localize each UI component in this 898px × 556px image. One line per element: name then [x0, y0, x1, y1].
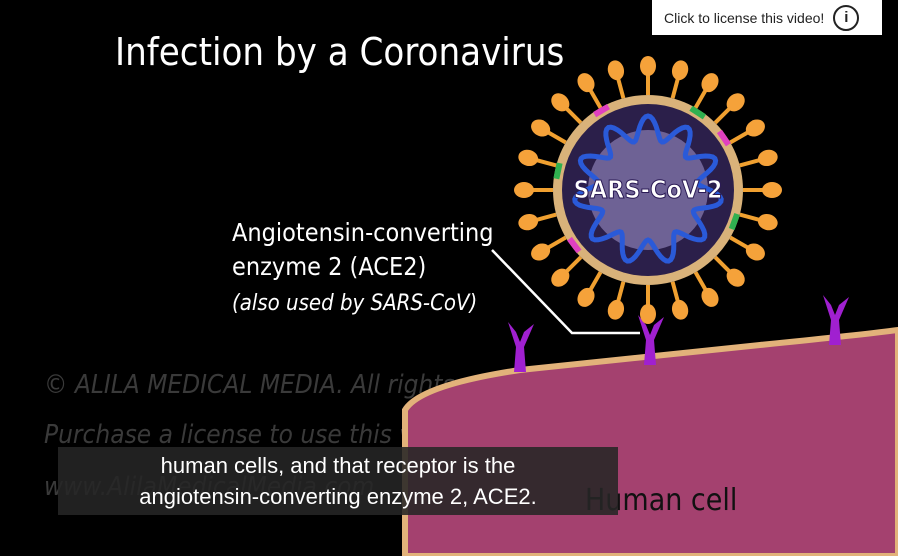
spike-head — [745, 119, 765, 137]
ace2-receptor — [823, 295, 849, 345]
receptors — [508, 295, 849, 372]
spike-head — [531, 119, 551, 137]
spike-head — [701, 73, 719, 93]
ace2-receptor — [508, 322, 534, 372]
spike-head — [577, 287, 595, 307]
caption: human cells, and that receptor is the an… — [58, 447, 618, 515]
spike-head — [757, 213, 778, 231]
spike-head — [607, 299, 625, 320]
license-text: Click to license this video! — [664, 9, 825, 26]
spike-head — [551, 268, 570, 287]
caption-line: angiotensin-converting enzyme 2, ACE2. — [139, 484, 537, 509]
spike-head — [671, 60, 689, 81]
virus-label: SARS-CoV-2 — [574, 175, 723, 204]
ace2-receptor — [638, 315, 664, 365]
receptor-label: enzyme 2 (ACE2) — [232, 252, 426, 281]
spike-head — [745, 243, 765, 261]
pointer-line — [491, 249, 640, 335]
core-glow — [588, 130, 708, 250]
membrane-protein — [593, 103, 610, 118]
membrane-protein — [689, 105, 707, 120]
spike-head — [726, 93, 745, 112]
title: Infection by a Coronavirus — [115, 30, 564, 74]
license-button[interactable]: Click to license this video! i — [652, 0, 882, 35]
rna — [572, 113, 724, 264]
caption-line: human cells, and that receptor is the — [160, 453, 516, 478]
spike-head — [518, 149, 539, 167]
spike-head — [671, 299, 689, 320]
membrane-protein — [716, 129, 731, 147]
membrane-protein — [728, 213, 740, 231]
spike-head — [640, 304, 656, 324]
spike-head — [757, 149, 778, 167]
virus — [514, 56, 782, 324]
spike-head — [640, 56, 656, 76]
spike-head — [701, 287, 719, 307]
membrane-protein — [553, 162, 563, 180]
spike-head — [762, 182, 782, 198]
spike-head — [531, 243, 551, 261]
membrane-protein — [567, 236, 582, 254]
receptor-label: Angiotensin-converting — [232, 218, 494, 247]
spike-head — [518, 213, 539, 231]
spike-head — [577, 73, 595, 93]
receptor-note: (also used by SARS-CoV) — [232, 291, 477, 316]
spike-head — [551, 93, 570, 112]
spike-head — [726, 268, 745, 287]
spike-head — [514, 182, 534, 198]
info-icon: i — [833, 4, 860, 31]
spike-head — [607, 60, 625, 81]
